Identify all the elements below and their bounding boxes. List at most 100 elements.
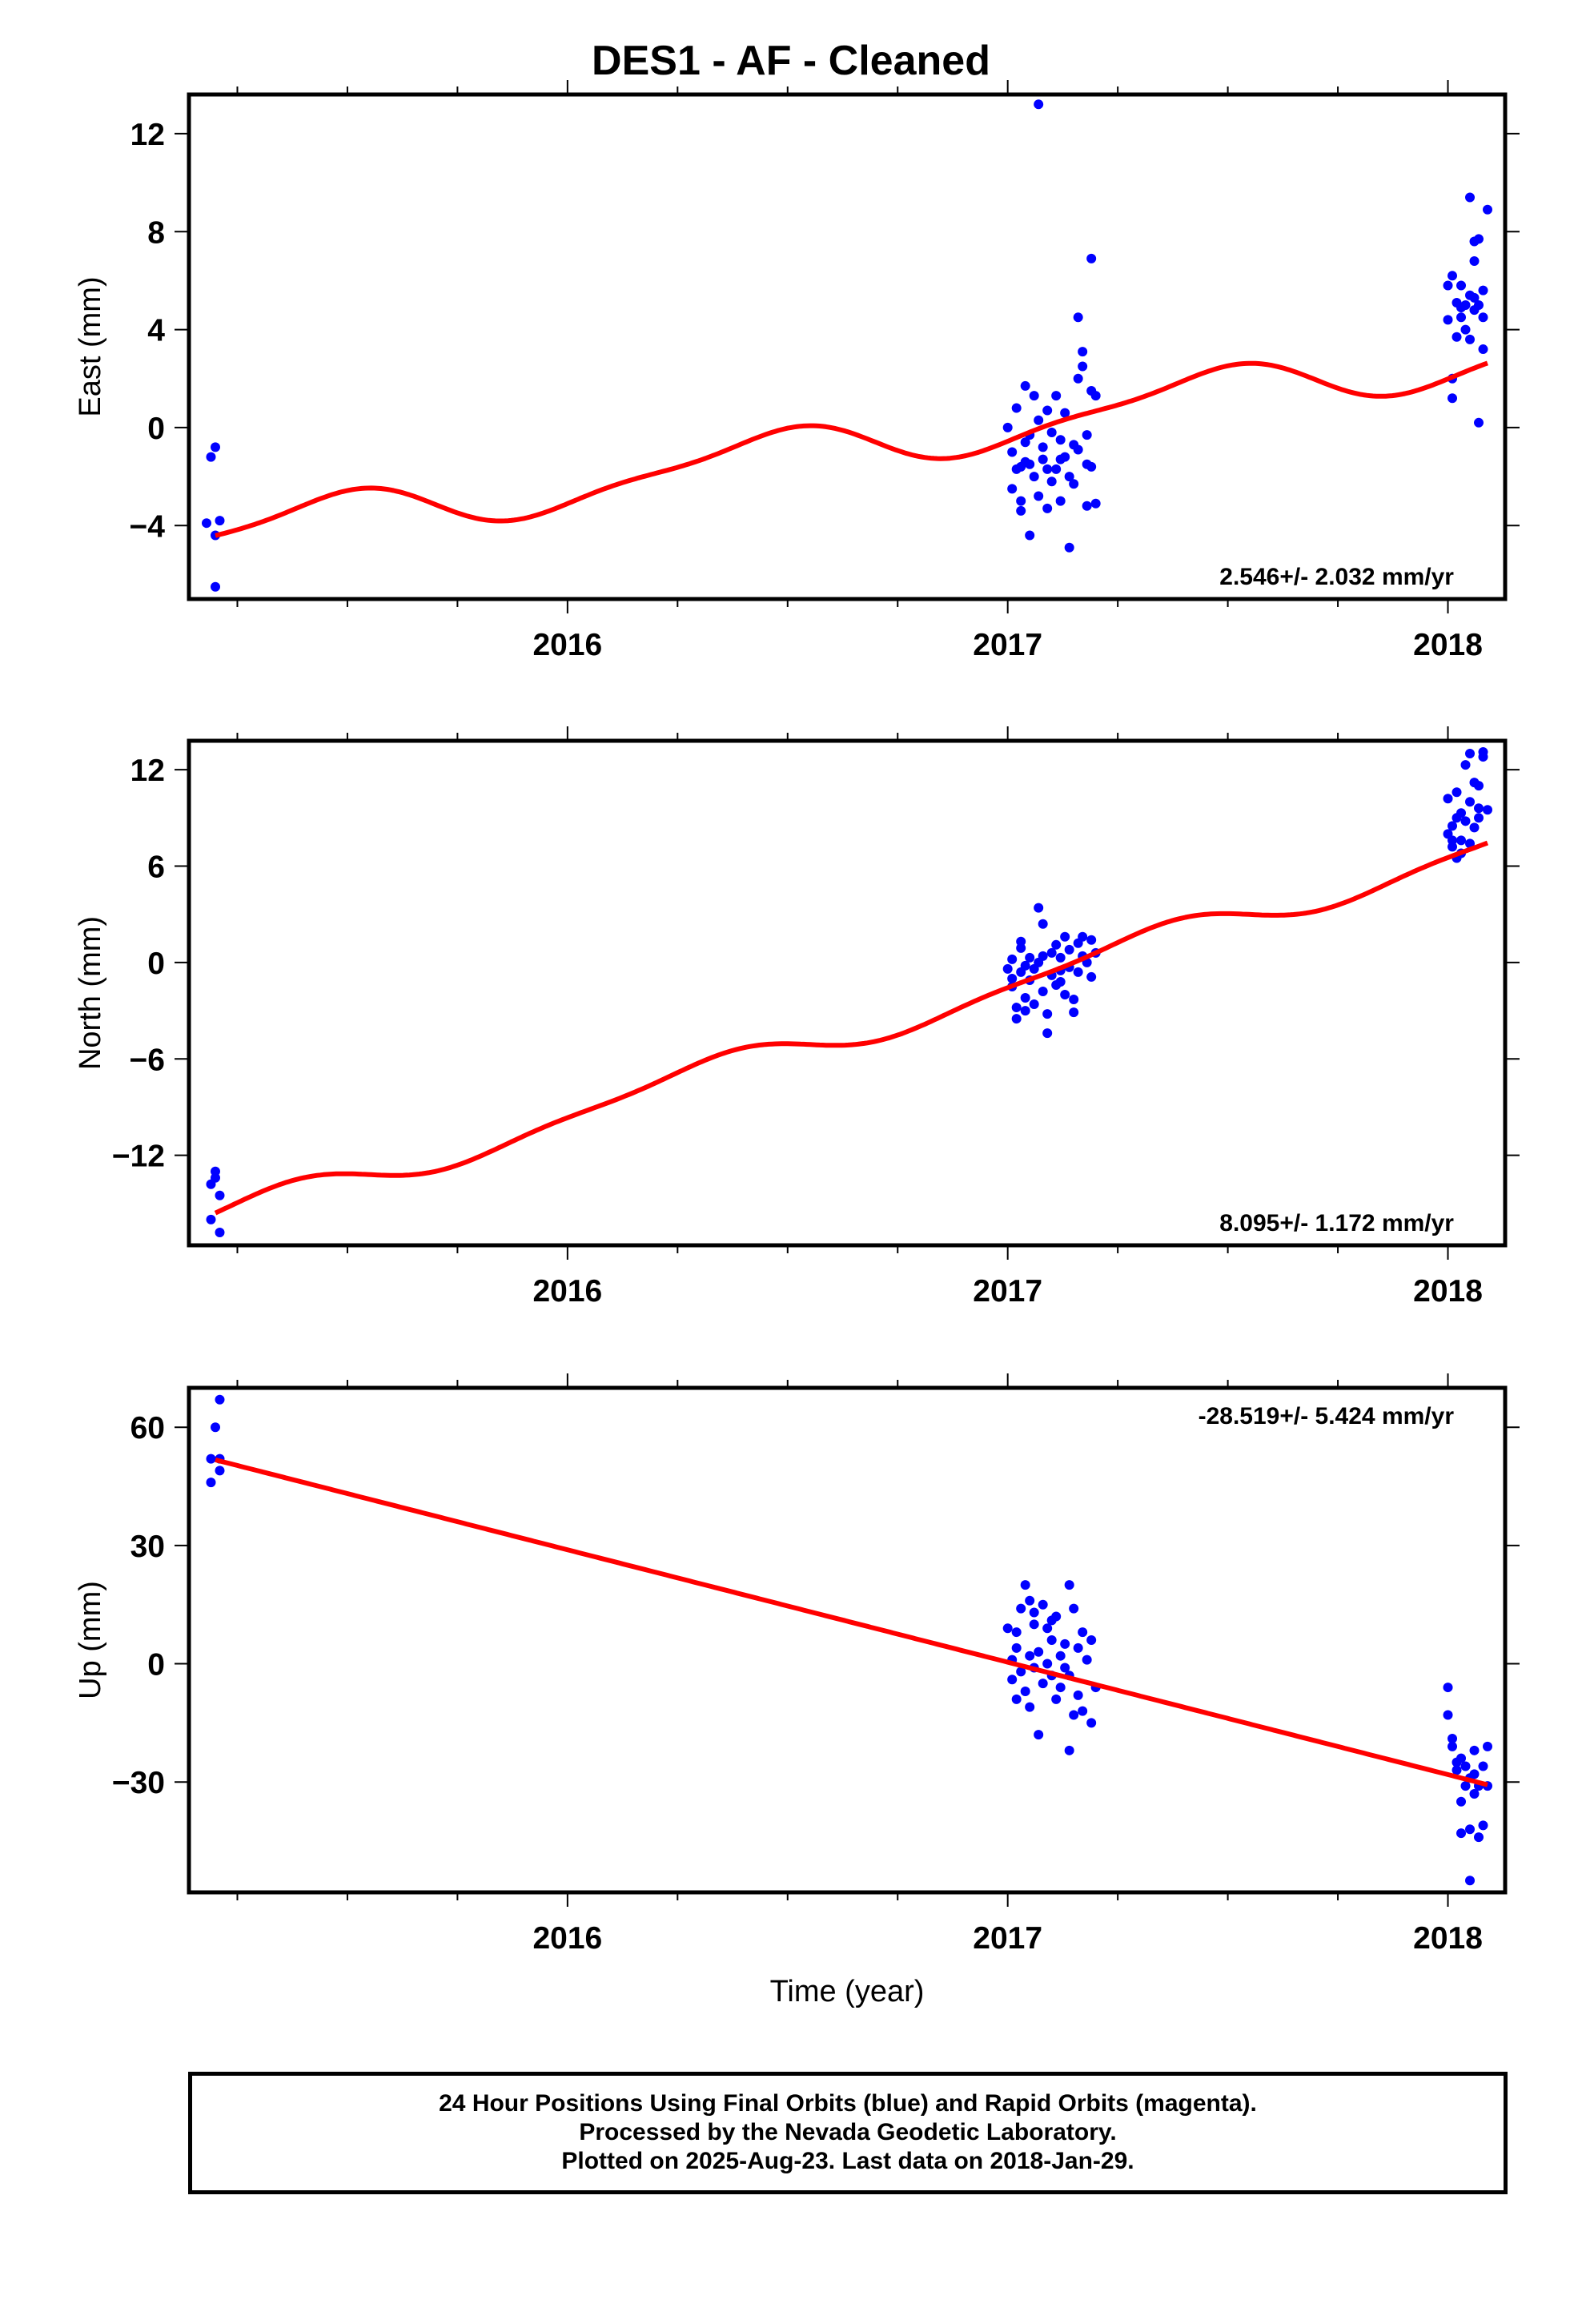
- data-point: [1038, 986, 1048, 996]
- data-point: [1086, 1635, 1097, 1645]
- data-point: [1465, 192, 1476, 203]
- data-point: [1020, 437, 1030, 448]
- data-point: [1447, 271, 1458, 281]
- data-point: [1020, 380, 1030, 391]
- data-point: [1073, 444, 1083, 455]
- data-point: [1447, 1741, 1458, 1751]
- y-tick-label: 0: [147, 947, 165, 981]
- data-point: [1055, 496, 1066, 506]
- y-tick-label: 6: [147, 850, 165, 884]
- data-point: [1452, 787, 1462, 798]
- data-point: [1474, 803, 1484, 814]
- data-point: [1038, 1599, 1048, 1610]
- x-tick-label: 2016: [532, 1274, 602, 1309]
- data-point: [210, 1422, 220, 1433]
- data-point: [1069, 479, 1079, 489]
- data-point: [1078, 347, 1088, 357]
- data-point: [1002, 1623, 1013, 1634]
- data-point: [1020, 993, 1030, 1003]
- data-point: [1456, 312, 1467, 323]
- data-point: [1055, 454, 1066, 464]
- footer-line-3: Plotted on 2025-Aug-23. Last data on 201…: [561, 2148, 1134, 2174]
- data-point: [1025, 1651, 1035, 1661]
- x-tick-label: 2017: [973, 628, 1042, 662]
- data-point: [1456, 1753, 1467, 1763]
- data-point: [1460, 1781, 1471, 1791]
- data-point: [1460, 324, 1471, 335]
- data-point: [1456, 835, 1467, 846]
- data-point: [1456, 1796, 1467, 1807]
- data-point: [1474, 300, 1484, 311]
- data-point: [1460, 760, 1471, 770]
- data-point: [1046, 1615, 1057, 1626]
- data-point: [1078, 361, 1088, 372]
- data-point: [1447, 1734, 1458, 1744]
- data-point: [1064, 542, 1074, 553]
- data-point: [206, 1478, 216, 1488]
- data-point: [1073, 312, 1083, 323]
- data-point: [1011, 403, 1022, 413]
- y-tick-label: 12: [130, 118, 165, 152]
- fit-curve: [215, 360, 1488, 538]
- data-point: [1011, 1642, 1022, 1653]
- data-point: [1478, 1761, 1488, 1771]
- data-point: [1064, 472, 1074, 482]
- data-point: [1029, 999, 1039, 1010]
- data-point: [1029, 391, 1039, 401]
- data-point: [1452, 1765, 1462, 1775]
- y-tick-label: −30: [112, 1766, 165, 1800]
- data-point: [1046, 1635, 1057, 1645]
- data-point: [1051, 1694, 1062, 1704]
- data-point: [1038, 1679, 1048, 1689]
- data-point: [1051, 464, 1062, 474]
- data-point: [1034, 415, 1044, 425]
- data-point: [1038, 442, 1048, 452]
- data-point: [1443, 1683, 1453, 1693]
- plot-frame: [187, 1385, 1508, 1895]
- x-tick-label: 2016: [532, 1921, 602, 1956]
- data-point: [1469, 1745, 1480, 1755]
- data-point: [1011, 1627, 1022, 1638]
- data-point: [1474, 234, 1484, 244]
- data-point: [1469, 292, 1480, 303]
- data-point: [215, 1394, 225, 1405]
- data-point: [1465, 749, 1476, 759]
- data-point: [1086, 971, 1097, 982]
- data-point: [1478, 1820, 1488, 1831]
- y-tick-label: −4: [130, 509, 166, 544]
- y-tick-label: 30: [130, 1530, 165, 1564]
- data-point: [215, 516, 225, 526]
- data-point: [1465, 1876, 1476, 1886]
- data-point: [1025, 530, 1035, 541]
- x-tick-label: 2018: [1413, 1921, 1483, 1956]
- footer-line-2: Processed by the Nevada Geodetic Laborat…: [579, 2119, 1117, 2145]
- rate-label: 2.546+/- 2.032 mm/yr: [1219, 564, 1454, 590]
- chart-title: DES1 - AF - Cleaned: [592, 38, 990, 84]
- x-tick-label: 2017: [973, 1921, 1042, 1956]
- y-axis-label: East (mm): [74, 276, 107, 416]
- x-tick-label: 2018: [1413, 628, 1483, 662]
- data-point: [1042, 1659, 1053, 1669]
- y-tick-label: 8: [147, 215, 165, 250]
- data-point: [1007, 484, 1018, 494]
- plot-area: [201, 99, 1493, 592]
- data-point: [1483, 805, 1493, 815]
- data-point: [1025, 1702, 1035, 1712]
- fit-curve: [214, 840, 1489, 1216]
- y-tick-label: 0: [147, 412, 165, 446]
- data-point: [1443, 794, 1453, 804]
- data-point: [1020, 1686, 1030, 1696]
- data-point: [1007, 973, 1018, 983]
- data-point: [1465, 334, 1476, 344]
- panel-1: 2016 2017 2018 12 8 4 0 −4 East (mm) 2.546+/- 2.0…: [74, 80, 1520, 662]
- data-point: [1025, 1595, 1035, 1606]
- data-point: [1469, 1769, 1480, 1779]
- plot-area: [206, 747, 1493, 1237]
- data-point: [1055, 1683, 1066, 1693]
- data-point: [1042, 464, 1053, 474]
- data-point: [1020, 960, 1030, 971]
- data-point: [1064, 1580, 1074, 1590]
- data-point: [1011, 1014, 1022, 1024]
- data-point: [1051, 391, 1062, 401]
